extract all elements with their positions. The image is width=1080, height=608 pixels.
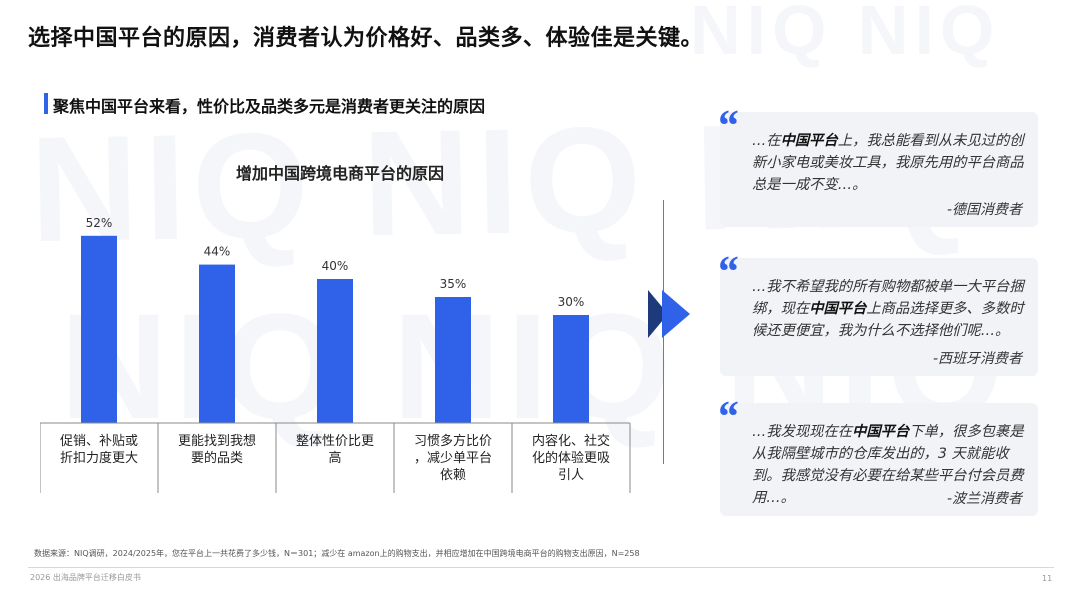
- quote-card: “ …我发现现在在中国平台下单，很多包裹是从我隔壁城市的仓库发出的，3 天就能收…: [716, 395, 1038, 516]
- section-accent-bar: [44, 93, 48, 114]
- section-title: 聚焦中国平台来看，性价比及品类多元是消费者更关注的原因: [53, 97, 486, 116]
- chart-bar: [435, 297, 471, 423]
- quote-author: -西班牙消费者: [932, 351, 1022, 367]
- chart-bar: [199, 264, 235, 423]
- category-label: ，减少单平台: [414, 451, 492, 466]
- chart-bar: [553, 315, 589, 423]
- data-source-note: 数据来源：NIQ调研，2024/2025年，您在平台上一共花费了多少钱，N＝30…: [34, 549, 640, 558]
- quote-author: -德国消费者: [946, 202, 1022, 218]
- quote-card: “ …我不希望我的所有购物都被单一大平台捆绑，现在中国平台上商品选择更多、多数时…: [716, 250, 1038, 376]
- bar-value-label: 40%: [322, 259, 349, 273]
- category-label: 要的品类: [191, 450, 243, 466]
- play-arrow-icon: [648, 290, 690, 338]
- quote-mark-icon: “: [716, 247, 738, 296]
- page-number: 11: [1042, 574, 1053, 583]
- category-label: 更能找到我想: [178, 433, 256, 449]
- bar-value-label: 30%: [558, 295, 585, 309]
- quote-mark-icon: “: [716, 392, 738, 441]
- category-label: 整体性价比更: [296, 434, 374, 449]
- page-title: 选择中国平台的原因，消费者认为价格好、品类多、体验佳是关键。: [28, 26, 704, 51]
- chart-title: 增加中国跨境电商平台的原因: [235, 164, 444, 183]
- quote-text: …我发现现在在中国平台下单，很多包裹是从我隔壁城市的仓库发出的，3 天就能收到。…: [752, 424, 1024, 506]
- category-label: 高: [328, 450, 341, 466]
- footer-report-name: 2026 出海品牌平台迁移白皮书: [30, 573, 141, 582]
- bar-value-label: 44%: [204, 245, 231, 259]
- category-label: 引人: [558, 468, 584, 483]
- quote-text: …在中国平台上，我总能看到从未见过的创新小家电或美妆工具，我原先用的平台商品总是…: [752, 133, 1024, 193]
- chart-bar: [317, 279, 353, 423]
- quote-card: “ …在中国平台上，我总能看到从未见过的创新小家电或美妆工具，我原先用的平台商品…: [716, 104, 1038, 227]
- footer-divider: [28, 567, 1054, 568]
- watermark: NIQ NIQ: [690, 0, 1001, 69]
- quote-text: …我不希望我的所有购物都被单一大平台捆绑，现在中国平台上商品选择更多、多数时候还…: [752, 279, 1024, 339]
- category-label: 折扣力度更大: [60, 450, 138, 466]
- chart-bar: [81, 235, 117, 423]
- quote-mark-icon: “: [716, 101, 738, 150]
- bar-value-label: 52%: [86, 216, 113, 230]
- quote-author: -波兰消费者: [946, 491, 1022, 507]
- category-label: 依赖: [440, 468, 466, 483]
- bar-value-label: 35%: [440, 277, 467, 291]
- category-label: 习惯多方比价: [414, 433, 492, 449]
- category-label: 内容化、社交: [532, 433, 610, 449]
- category-label: 化的体验更吸: [532, 450, 610, 466]
- category-label: 促销、补贴或: [60, 434, 138, 449]
